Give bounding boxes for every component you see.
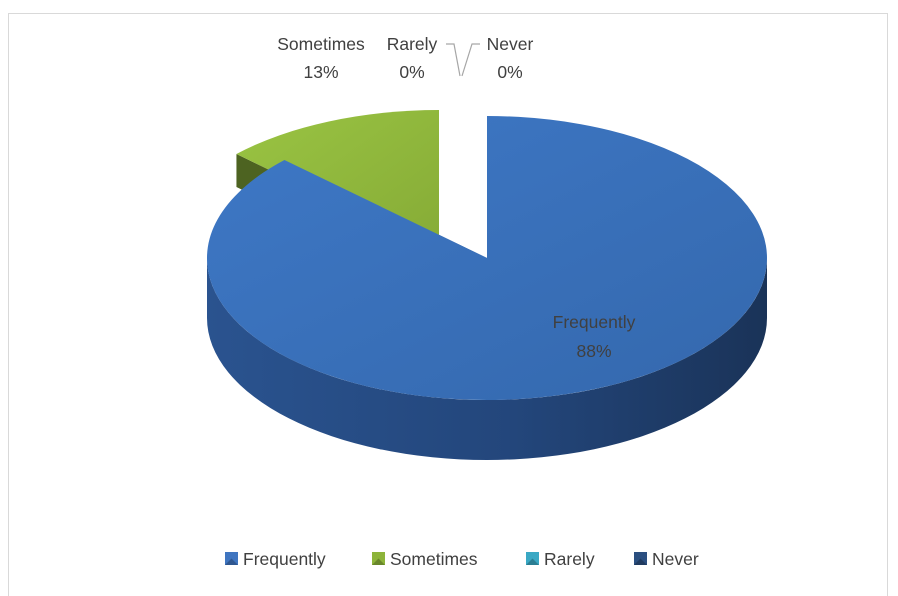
legend-label-rarely: Rarely [544,549,595,569]
legend-label-sometimes: Sometimes [390,549,478,569]
data-label-never-value: 0% [497,62,522,82]
legend-label-frequently: Frequently [243,549,326,569]
data-label-frequently-value: 88% [576,341,611,361]
legend-marker-never [634,552,647,565]
leader-line-rarely [446,43,461,77]
legend-item-rarely: Rarely [526,549,595,569]
leader-line-never [461,43,480,77]
legend-marker-frequently [225,552,238,565]
data-label-rarely-name: Rarely [387,34,438,54]
data-label-sometimes-name: Sometimes [277,34,365,54]
legend-item-sometimes: Sometimes [372,549,478,569]
data-label-never-name: Never [487,34,534,54]
slice-side-frequently [207,258,767,460]
legend-marker-rarely [526,552,539,565]
data-label-frequently-name: Frequently [553,312,636,332]
data-label-rarely-value: 0% [399,62,424,82]
legend-item-frequently: Frequently [225,549,326,569]
legend-marker-sometimes [372,552,385,565]
chart-frame [8,13,888,596]
slice-frequently [207,116,767,400]
legend-label-never: Never [652,549,699,569]
data-label-sometimes-value: 13% [303,62,338,82]
legend-item-never: Never [634,549,699,569]
